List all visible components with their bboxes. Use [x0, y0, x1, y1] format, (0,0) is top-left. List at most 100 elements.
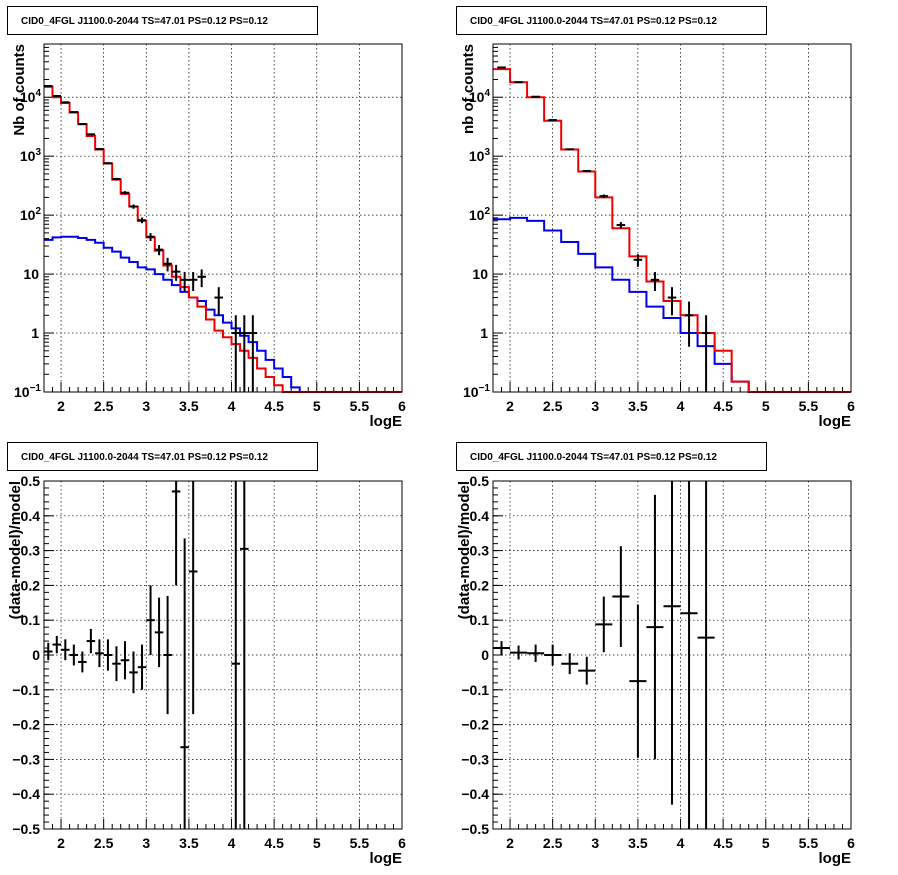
y-tick-label: −0.2: [461, 717, 489, 733]
y-tick-label: −0.4: [12, 786, 40, 802]
chart-panel-3: CID0_4FGL J1100.0-2044 TS=47.01 PS=0.12 …: [7, 442, 406, 867]
x-tick-label: 3: [142, 398, 150, 414]
y-tick-label: 0: [32, 647, 40, 663]
chart-title: CID0_4FGL J1100.0-2044 TS=47.01 PS=0.12 …: [21, 16, 268, 27]
plot-frame: [492, 43, 852, 393]
title-box: [7, 6, 318, 35]
x-tick-label: 5.5: [799, 398, 819, 414]
y-tick-label: 10: [23, 266, 39, 282]
y-tick-label: −0.1: [461, 682, 489, 698]
data-point: [95, 639, 104, 668]
data-point: [120, 191, 130, 195]
x-tick-label: 3.5: [179, 835, 199, 851]
data-point: [95, 148, 104, 151]
data-point: [163, 257, 172, 272]
x-tick-label: 5.5: [799, 835, 819, 851]
grid: [493, 44, 852, 392]
y-tick-label: −0.3: [461, 751, 489, 767]
x-tick-label: 4.5: [264, 398, 284, 414]
y-tick-label: 103: [20, 147, 42, 164]
data-point: [52, 635, 62, 654]
y-tick-label: −0.1: [12, 682, 40, 698]
series-line-2: [44, 85, 402, 393]
x-tick-label: 4: [677, 398, 685, 414]
y-tick-label: 0.5: [470, 473, 490, 489]
data-point: [171, 481, 181, 586]
data-point: [154, 245, 164, 256]
x-tick-label: 2: [506, 835, 514, 851]
y-tick-label: 0: [481, 647, 489, 663]
x-tick-label: 3: [591, 835, 599, 851]
y-tick-label: −0.5: [461, 821, 489, 837]
data-point: [137, 217, 147, 224]
x-tick-label: 2: [506, 398, 514, 414]
data-point: [231, 481, 241, 829]
data-point: [103, 639, 113, 671]
chart-title: CID0_4FGL J1100.0-2044 TS=47.01 PS=0.12 …: [470, 452, 717, 463]
data-point: [69, 111, 79, 114]
y-tick-label: 103: [469, 147, 491, 164]
title-box: [456, 6, 767, 35]
data-point: [86, 628, 96, 654]
y-tick-label: 0.3: [21, 543, 41, 559]
plot-frame: [43, 480, 403, 830]
y-tick-label: 0.2: [21, 577, 41, 593]
x-tick-label: 5: [762, 398, 770, 414]
data-point: [650, 272, 660, 291]
plot-frame: [492, 480, 852, 830]
x-tick-label: 3: [142, 835, 150, 851]
data-point: [646, 494, 664, 760]
x-tick-label: 4.5: [713, 398, 733, 414]
data-point: [527, 644, 545, 662]
data-point: [112, 646, 121, 682]
data-point: [701, 315, 711, 392]
data-point: [680, 481, 698, 829]
x-tick-label: 6: [398, 398, 406, 414]
grid: [44, 480, 403, 830]
x-tick-label: 2.5: [94, 835, 114, 851]
data-point: [599, 194, 609, 198]
x-tick-label: 4: [228, 835, 236, 851]
x-tick-label: 2.5: [543, 835, 563, 851]
x-tick-label: 5.5: [350, 398, 370, 414]
data-point: [137, 644, 147, 690]
x-tick-label: 5.5: [350, 835, 370, 851]
x-tick-label: 2.5: [543, 398, 563, 414]
data-point: [86, 133, 96, 136]
y-tick-label: 0.4: [21, 508, 41, 524]
x-tick-label: 3: [591, 398, 599, 414]
data-point: [629, 604, 647, 758]
y-tick-label: 104: [20, 88, 42, 105]
chart-panel-2: CID0_4FGL J1100.0-2044 TS=47.01 PS=0.12 …: [456, 6, 855, 430]
x-axis-label: logE: [819, 850, 852, 867]
data-point: [565, 148, 574, 151]
y-tick-label: 0.4: [470, 508, 490, 524]
data-point: [61, 101, 70, 104]
x-tick-label: 6: [398, 835, 406, 851]
data-point: [684, 301, 694, 347]
grid: [44, 44, 403, 392]
data-point: [240, 315, 249, 392]
y-tick-label: 1: [31, 325, 39, 341]
data-point: [44, 642, 53, 661]
data-point: [493, 641, 511, 655]
data-point: [548, 119, 557, 122]
data-point: [180, 272, 189, 291]
y-axis-label: Nb of counts: [11, 44, 28, 136]
y-axis-label: nb of counts: [460, 44, 477, 134]
x-tick-label: 4: [228, 398, 236, 414]
data-point: [616, 222, 626, 229]
data-point: [595, 596, 613, 653]
data-point: [544, 644, 562, 666]
y-tick-label: −0.5: [12, 821, 40, 837]
y-tick-label: 0.2: [470, 577, 490, 593]
data-point: [667, 287, 677, 316]
x-tick-label: 2: [57, 835, 65, 851]
y-tick-label: 0.3: [470, 543, 490, 559]
chart-title: CID0_4FGL J1100.0-2044 TS=47.01 PS=0.12 …: [470, 16, 717, 27]
x-tick-label: 6: [847, 835, 855, 851]
y-tick-label: 10−1: [463, 383, 490, 400]
data-point: [146, 585, 155, 655]
data-point: [69, 644, 79, 666]
